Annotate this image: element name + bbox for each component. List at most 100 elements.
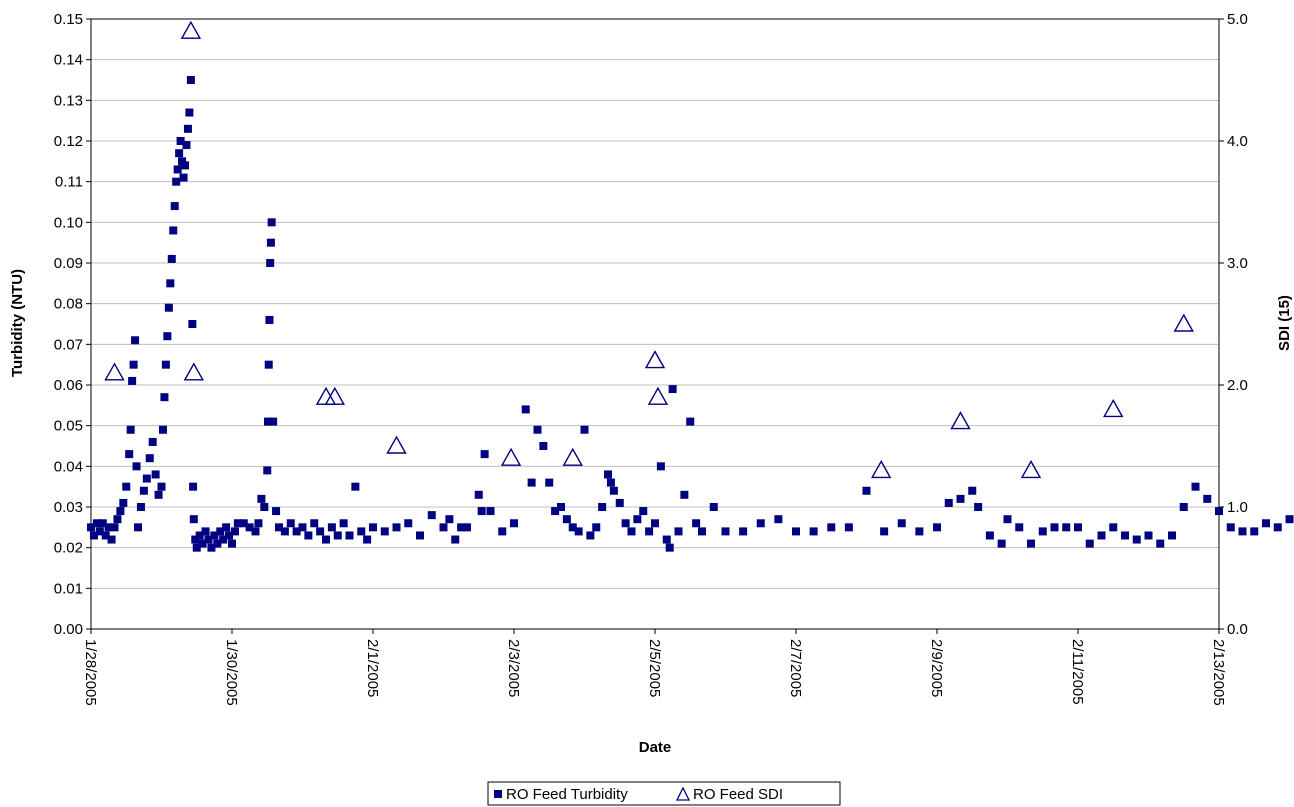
sdi-point [386,435,407,454]
turbidity-point [580,425,589,434]
data-series [87,20,1294,552]
turbidity-point [189,482,198,491]
turbidity-point [89,531,98,540]
turbidity-point [698,527,706,536]
sdi-point [315,386,337,405]
turbidity-point [457,523,466,532]
x-tick-label: 2/5/2005 [646,639,663,697]
turbidity-point [915,527,924,536]
turbidity-point [1144,531,1153,540]
turbidity-point [510,519,518,528]
turbidity-point [245,523,254,532]
turbidity-point [298,523,307,532]
turbidity-point [266,238,275,247]
turbidity-point [527,478,536,487]
turbidity-point [645,527,654,536]
y2-axis-title: SDI (15) [1276,295,1293,351]
turbidity-point [188,320,197,328]
turbidity-point [427,511,436,520]
y2-tick-label: 2.0 [1227,377,1248,394]
turbidity-point [380,527,389,536]
y-tick-label: 0.05 [54,418,83,435]
turbidity-point [521,405,530,414]
x-tick-label: 2/3/2005 [505,639,522,697]
turbidity-point [606,478,615,487]
turbidity-point [627,527,636,536]
y-tick-label: 0.12 [54,133,83,150]
turbidity-point [142,474,151,483]
turbidity-point [322,535,330,544]
turbidity-point [739,527,748,536]
turbidity-point [263,466,272,475]
turbidity-point [562,515,571,524]
turbidity-point [662,535,671,544]
turbidity-point [158,425,167,434]
sdi-point [870,459,892,479]
turbidity-point [674,527,683,536]
turbidity-point [1226,523,1235,532]
turbidity-point [1238,527,1247,536]
turbidity-point [181,161,189,170]
sdi-point [1103,398,1124,418]
turbidity-point [480,450,489,459]
axes: 0.00 0.01 0.02 0.03 0.04 0.05 0.06 0.07 0.08 0.09… [54,11,1248,706]
y2-tick-label: 3.0 [1227,255,1248,272]
turbidity-point [110,523,119,532]
turbidity-point [1191,482,1200,491]
legend-label-turbidity: RO Feed Turbidity [506,786,628,803]
y-tick-label: 0.10 [54,214,83,231]
turbidity-point [621,519,630,528]
turbidity-point [175,149,184,158]
turbidity-point [668,385,677,394]
turbidity-point [172,177,181,186]
y2-tick-label: 1.0 [1227,499,1248,516]
turbidity-point [639,507,648,516]
turbidity-point [533,425,542,434]
turbidity-point [164,303,173,312]
y-tick-label: 0.01 [54,580,83,597]
turbidity-point [195,531,204,540]
turbidity-point [122,482,131,491]
turbidity-point [107,535,116,544]
turbidity-point [956,494,965,503]
turbidity-point [897,519,906,528]
x-tick-label: 2/9/2005 [928,639,945,697]
turbidity-point [862,486,871,495]
turbidity-point [280,527,289,536]
turbidity-point [216,527,225,536]
turbidity-point [125,450,134,459]
turbidity-point [1097,531,1106,540]
turbidity-point [363,535,372,544]
turbidity-point [1062,523,1071,532]
x-axis-title: Date [639,739,672,756]
turbidity-point [592,523,601,532]
turbidity-point [230,527,239,536]
turbidity-point [154,490,163,499]
turbidity-point [98,519,107,528]
sdi-point [562,447,583,466]
turbidity-point [139,486,148,495]
turbidity-point [95,527,104,536]
legend: RO Feed Turbidity RO Feed SDI [487,781,841,806]
turbidity-point [166,279,175,288]
x-tick-label: 2/11/2005 [1069,639,1086,705]
turbidity-point [201,527,210,536]
turbidity-point [351,482,360,491]
turbidity-point [163,332,172,341]
x-tick-label: 2/13/2005 [1210,639,1227,706]
turbidity-point [1203,494,1212,503]
turbidity-point [272,507,281,516]
turbidity-point [145,454,154,463]
turbidity-point [1027,539,1035,548]
y-tick-label: 0.15 [54,11,83,28]
grid-lines [91,59,1219,589]
turbidity-point [974,503,983,511]
turbidity-point [264,360,273,369]
legend-marker-sdi [675,786,691,801]
turbidity-point [126,425,135,434]
turbidity-point [119,498,128,507]
turbidity-point [292,527,301,536]
turbidity-point [1015,523,1024,532]
plot-area [90,18,1220,630]
turbidity-point [345,531,354,540]
